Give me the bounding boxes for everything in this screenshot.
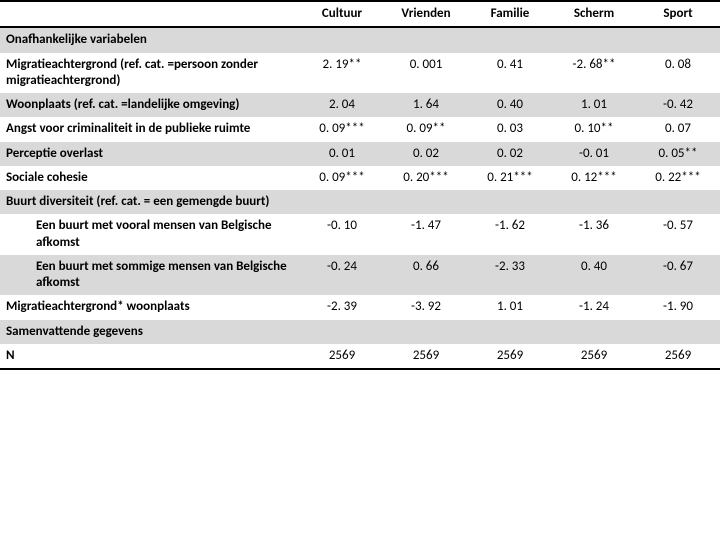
table-row: Woonplaats (ref. cat. =landelijke omgevi… (0, 93, 720, 117)
header-blank (0, 1, 300, 27)
cell-value (636, 190, 720, 214)
table-row: Angst voor criminaliteit in de publieke … (0, 117, 720, 141)
table-row: Migratieachtergrond* woonplaats-2. 39-3.… (0, 295, 720, 319)
cell-value: 0. 22*** (636, 166, 720, 190)
row-label: Buurt diversiteit (ref. cat. = een gemen… (0, 190, 300, 214)
cell-value: 0. 66 (384, 255, 468, 296)
cell-value: 2569 (636, 344, 720, 369)
cell-value: -2. 68** (552, 53, 636, 94)
data-table: Cultuur Vrienden Familie Scherm Sport On… (0, 0, 720, 370)
col-header: Vrienden (384, 1, 468, 27)
row-label: Woonplaats (ref. cat. =landelijke omgevi… (0, 93, 300, 117)
cell-value: 0. 21*** (468, 166, 552, 190)
cell-value: 0. 09*** (300, 117, 384, 141)
cell-value (552, 190, 636, 214)
table-row: Buurt diversiteit (ref. cat. = een gemen… (0, 190, 720, 214)
cell-value (300, 190, 384, 214)
cell-value: 2. 04 (300, 93, 384, 117)
cell-value: -0. 10 (300, 214, 384, 255)
row-label: Een buurt met vooral mensen van Belgisch… (0, 214, 300, 255)
cell-value: -2. 33 (468, 255, 552, 296)
table-row: Een buurt met sommige mensen van Belgisc… (0, 255, 720, 296)
table-row: N25692569256925692569 (0, 344, 720, 369)
cell-value: 0. 03 (468, 117, 552, 141)
col-header: Cultuur (300, 1, 384, 27)
cell-value (468, 320, 552, 344)
cell-value: -0. 67 (636, 255, 720, 296)
row-label: Angst voor criminaliteit in de publieke … (0, 117, 300, 141)
row-label: Onafhankelijke variabelen (0, 27, 300, 52)
cell-value: 1. 01 (552, 93, 636, 117)
row-label: Sociale cohesie (0, 166, 300, 190)
cell-value: 0. 41 (468, 53, 552, 94)
cell-value: 2. 19** (300, 53, 384, 94)
table-row: Onafhankelijke variabelen (0, 27, 720, 52)
cell-value: 0. 001 (384, 53, 468, 94)
table-row: Perceptie overlast0. 010. 020. 02-0. 010… (0, 142, 720, 166)
cell-value: -1. 90 (636, 295, 720, 319)
cell-value: 0. 09*** (300, 166, 384, 190)
cell-value: 2569 (552, 344, 636, 369)
cell-value (384, 320, 468, 344)
table-row: Een buurt met vooral mensen van Belgisch… (0, 214, 720, 255)
cell-value: -1. 47 (384, 214, 468, 255)
row-label: N (0, 344, 300, 369)
cell-value: -1. 36 (552, 214, 636, 255)
row-label: Een buurt met sommige mensen van Belgisc… (0, 255, 300, 296)
table-body: Onafhankelijke variabelenMigratieachterg… (0, 27, 720, 369)
row-label: Samenvattende gegevens (0, 320, 300, 344)
cell-value: 0. 20*** (384, 166, 468, 190)
cell-value: 2569 (468, 344, 552, 369)
table-row: Samenvattende gegevens (0, 320, 720, 344)
cell-value: 0. 02 (468, 142, 552, 166)
cell-value: -3. 92 (384, 295, 468, 319)
cell-value (300, 27, 384, 52)
cell-value: -0. 01 (552, 142, 636, 166)
regression-table: Cultuur Vrienden Familie Scherm Sport On… (0, 0, 720, 370)
cell-value: 0. 05** (636, 142, 720, 166)
row-label: Perceptie overlast (0, 142, 300, 166)
cell-value: 0. 10** (552, 117, 636, 141)
col-header: Familie (468, 1, 552, 27)
cell-value: -0. 24 (300, 255, 384, 296)
cell-value (300, 320, 384, 344)
cell-value (636, 320, 720, 344)
cell-value (552, 320, 636, 344)
cell-value: 1. 64 (384, 93, 468, 117)
cell-value: -0. 42 (636, 93, 720, 117)
col-header: Scherm (552, 1, 636, 27)
cell-value: -2. 39 (300, 295, 384, 319)
row-label: Migratieachtergrond (ref. cat. =persoon … (0, 53, 300, 94)
cell-value: 2569 (300, 344, 384, 369)
cell-value: -1. 62 (468, 214, 552, 255)
cell-value: 2569 (384, 344, 468, 369)
cell-value (636, 27, 720, 52)
cell-value: -1. 24 (552, 295, 636, 319)
cell-value (468, 27, 552, 52)
cell-value: 0. 07 (636, 117, 720, 141)
cell-value: 0. 09** (384, 117, 468, 141)
cell-value (384, 27, 468, 52)
column-header-row: Cultuur Vrienden Familie Scherm Sport (0, 1, 720, 27)
cell-value (468, 190, 552, 214)
cell-value (552, 27, 636, 52)
cell-value: -0. 57 (636, 214, 720, 255)
cell-value (384, 190, 468, 214)
cell-value: 0. 08 (636, 53, 720, 94)
cell-value: 1. 01 (468, 295, 552, 319)
cell-value: 0. 01 (300, 142, 384, 166)
cell-value: 0. 12*** (552, 166, 636, 190)
table-row: Migratieachtergrond (ref. cat. =persoon … (0, 53, 720, 94)
cell-value: 0. 40 (468, 93, 552, 117)
cell-value: 0. 02 (384, 142, 468, 166)
table-row: Sociale cohesie0. 09***0. 20***0. 21***0… (0, 166, 720, 190)
row-label: Migratieachtergrond* woonplaats (0, 295, 300, 319)
col-header: Sport (636, 1, 720, 27)
cell-value: 0. 40 (552, 255, 636, 296)
